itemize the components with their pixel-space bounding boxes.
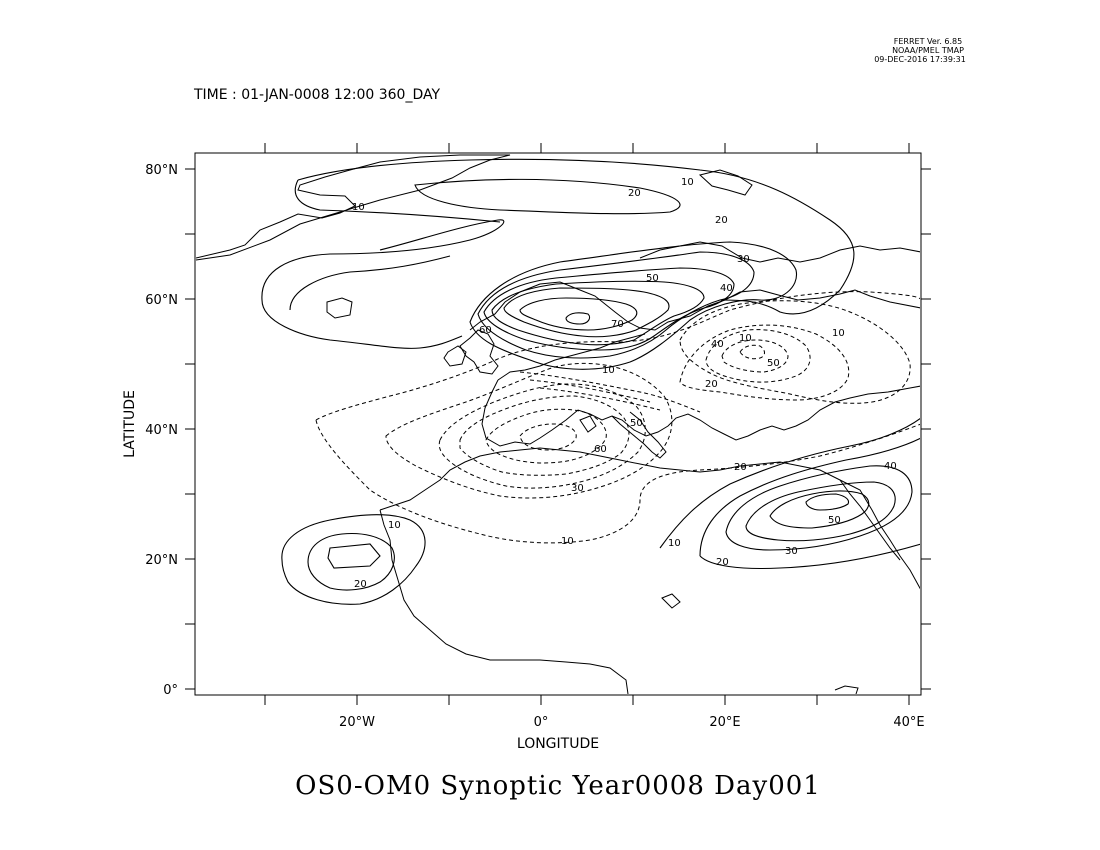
- contour-pos-30-center: [483, 267, 735, 351]
- contour-label: 30: [785, 546, 798, 557]
- y-tick-label: 80°N: [145, 163, 178, 178]
- ireland-coast: [443, 345, 467, 367]
- canary-coast: [661, 593, 681, 609]
- x-tick-label: 0°: [534, 715, 549, 730]
- contour-neg-60-sw: [519, 423, 577, 451]
- contour-pos-40-ese: [745, 481, 896, 542]
- positive-contours: [261, 158, 920, 605]
- contour-pos-50-ese: [769, 490, 870, 529]
- contour-pos-20-west: [289, 255, 451, 311]
- y-tick-label: 20°N: [145, 553, 178, 568]
- contour-pos-20-center: [477, 251, 755, 359]
- contour-neg-lines-strait: [519, 371, 701, 413]
- contour-pos-10-north: [294, 158, 855, 315]
- greenland-coast: [196, 154, 511, 261]
- contour-label: 70: [611, 319, 624, 330]
- contour-label: 30: [737, 254, 750, 265]
- ferret-version: FERRET Ver. 6.85: [894, 37, 962, 46]
- contour-label: 20: [715, 215, 728, 226]
- contour-neg-50-sw: [485, 408, 607, 464]
- contour-label: 40: [720, 283, 733, 294]
- contour-pos-20-ese: [699, 437, 920, 570]
- contour-neg-10-outer: [315, 291, 920, 544]
- contour-label: 20: [628, 188, 641, 199]
- contour-label: 50: [646, 273, 659, 284]
- map-content: 10 20 10 20 30 40 50 10 70 60 10 40 50 2…: [196, 154, 920, 694]
- contour-labels: 10 20 10 20 30 40 50 10 70 60 10 40 50 2…: [352, 177, 897, 590]
- contour-neg-50-ne: [739, 344, 765, 360]
- barents-coast: [639, 241, 920, 263]
- contour-label: 10: [668, 538, 681, 549]
- contour-pos-60-ese: [805, 493, 850, 511]
- contour-pos-10-ese: [659, 418, 920, 549]
- contour-label: 30: [571, 483, 584, 494]
- madagascar-like: [834, 685, 859, 694]
- contour-pos-50-center: [503, 287, 670, 338]
- axis-ticks: [185, 143, 931, 705]
- contour-pos-60-center: [519, 297, 638, 331]
- contour-label: 40: [884, 461, 897, 472]
- time-label: TIME : 01-JAN-0008 12:00 360_DAY: [193, 87, 440, 103]
- contour-pos-20-north: [414, 178, 681, 215]
- contour-pos-30-sw: [327, 543, 381, 569]
- contour-label: 10: [561, 536, 574, 547]
- x-tick-label: 20°E: [709, 715, 740, 730]
- contour-label: 10: [388, 520, 401, 531]
- contour-neg-30-ne: [705, 329, 811, 383]
- svalbard-coast: [698, 169, 753, 196]
- contour-label: 20: [716, 557, 729, 568]
- red-sea-coast: [839, 479, 901, 561]
- plot-title: OS0-OM0 Synoptic Year0008 Day001: [295, 771, 821, 801]
- contour-neg-20-sw: [385, 362, 673, 499]
- x-tick-label: 20°W: [339, 715, 375, 730]
- contour-label: 40: [711, 339, 724, 350]
- x-tick-label: 40°E: [893, 715, 924, 730]
- contour-label: 50: [630, 418, 643, 429]
- contour-label: 20: [354, 579, 367, 590]
- contour-label: 60: [594, 444, 607, 455]
- contour-pos-20-sw: [307, 532, 395, 591]
- europe-coast: [481, 333, 920, 447]
- iceland-coast: [326, 297, 353, 319]
- ferret-org: NOAA/PMEL TMAP: [892, 46, 964, 55]
- contour-label: 60: [479, 325, 492, 336]
- contour-pos-70-center: [565, 312, 591, 325]
- ferret-date: 09-DEC-2016 17:39:31: [874, 55, 966, 64]
- contour-neg-40-sw: [459, 395, 630, 476]
- coastlines: [196, 154, 920, 694]
- x-axis-label: LONGITUDE: [517, 736, 599, 752]
- contour-label: 10: [739, 333, 752, 344]
- contour-label: 20: [705, 379, 718, 390]
- contour-label: 20: [734, 462, 747, 473]
- contour-neg-30-sw: [438, 383, 646, 489]
- plot-frame: [194, 152, 922, 696]
- contour-pos-10-sw: [281, 514, 426, 605]
- y-axis-label: LATITUDE: [122, 390, 138, 458]
- contour-label: 10: [832, 328, 845, 339]
- contour-label: 10: [681, 177, 694, 188]
- y-tick-label: 0°: [163, 683, 178, 698]
- negative-contours: [315, 291, 920, 544]
- africa-coast: [379, 447, 920, 694]
- contour-neg-20-ne: [679, 324, 850, 401]
- contour-label: 10: [602, 365, 615, 376]
- contour-pos-10-west: [261, 219, 505, 349]
- contour-pos-30-ese: [725, 465, 913, 551]
- y-tick-label: 40°N: [145, 423, 178, 438]
- y-tick-label: 60°N: [145, 293, 178, 308]
- scandinavia-coast: [469, 281, 920, 331]
- contour-neg-10-ne: [679, 300, 911, 404]
- corsica-coast: [579, 415, 597, 433]
- contour-label: 50: [828, 515, 841, 526]
- contour-label: 50: [767, 358, 780, 369]
- contour-pos-40-center: [491, 280, 705, 346]
- contour-neg-40-ne: [721, 339, 789, 373]
- contour-pos-10-center: [469, 241, 797, 370]
- contour-label: 10: [352, 202, 365, 213]
